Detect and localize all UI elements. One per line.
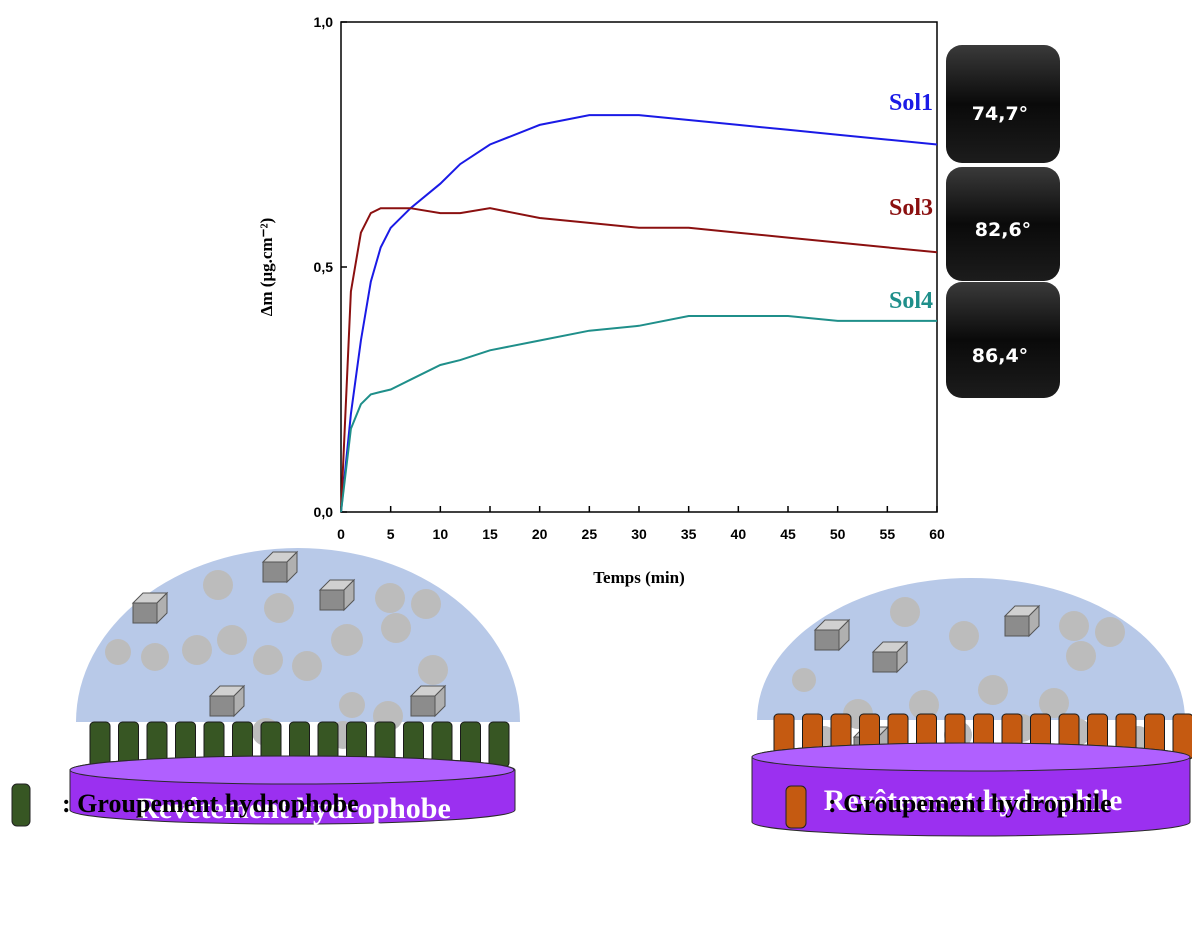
droplet-image xyxy=(946,167,1060,281)
legend-text: : Groupement hydrophile xyxy=(828,789,1112,818)
substrate-top xyxy=(69,755,515,785)
x-tick-label: 25 xyxy=(582,526,598,542)
droplet xyxy=(76,548,520,722)
x-tick-label: 30 xyxy=(631,526,647,542)
legend-text: : Groupement hydrophobe xyxy=(62,789,359,818)
series-line xyxy=(340,114,938,513)
series-label: Sol4 xyxy=(889,288,933,314)
x-tick-label: 0 xyxy=(337,526,345,542)
series-line xyxy=(340,315,937,513)
hydrophilic-diagram: Revêtement hydrophile : Groupement hydro… xyxy=(751,578,1192,837)
pillar xyxy=(488,721,510,768)
y-tick-label: 0,5 xyxy=(314,259,334,275)
hydrophobic-diagram: Revêtement hydrophobe : Groupement hydro… xyxy=(11,548,520,827)
contact-angle: 82,6° xyxy=(975,219,1031,241)
coating-label: Revêtement hydrophile xyxy=(824,784,1123,817)
x-tick-label: 15 xyxy=(482,526,498,542)
y-tick-label: 1,0 xyxy=(314,14,334,30)
x-tick-label: 50 xyxy=(830,526,846,542)
series-label: Sol3 xyxy=(889,195,933,221)
plot-frame xyxy=(340,21,938,513)
series-label: Sol1 xyxy=(889,90,933,116)
pillar xyxy=(460,721,481,768)
contact-angle-images: 74,7° 82,6° 86,4° xyxy=(946,45,1060,398)
legend-icon xyxy=(11,783,31,827)
contact-angle: 74,7° xyxy=(972,103,1028,125)
x-tick-label: 5 xyxy=(387,526,395,542)
substrate-top xyxy=(751,742,1191,772)
legend-icon xyxy=(785,785,807,829)
x-tick-label: 60 xyxy=(929,526,945,542)
x-tick-label: 20 xyxy=(532,526,548,542)
droplet-image xyxy=(946,282,1060,398)
series-line xyxy=(340,207,938,513)
coating-label: Revêtement hydrophobe xyxy=(137,792,451,825)
contact-angle: 86,4° xyxy=(972,345,1028,367)
pillar xyxy=(89,721,111,768)
x-tick-label: 35 xyxy=(681,526,697,542)
x-tick-label: 10 xyxy=(433,526,449,542)
x-tick-label: 40 xyxy=(731,526,747,542)
y-axis-label: Δm (μg.cm⁻²) xyxy=(257,218,276,317)
y-tick-label: 0,0 xyxy=(314,504,334,520)
droplet-image xyxy=(946,45,1060,163)
x-tick-label: 55 xyxy=(880,526,896,542)
x-tick-label: 45 xyxy=(780,526,796,542)
x-axis-label: Temps (min) xyxy=(593,568,684,587)
